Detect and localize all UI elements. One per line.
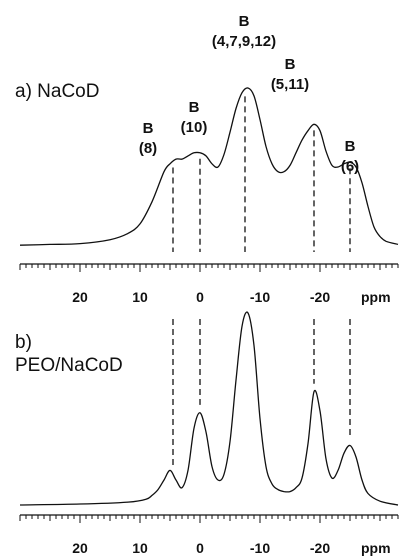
spectrum-a <box>19 87 399 246</box>
tick-label: 10 <box>132 289 148 305</box>
peak-label-element: B <box>239 13 250 30</box>
peak-label-sites: (10) <box>181 119 208 136</box>
axis-a-tick-labels: 20 10 0 -10 -20 <box>72 289 330 305</box>
axis-b-tick-labels: 20 10 0 -10 -20 <box>72 540 330 556</box>
panel-b: b) PEO/NaCoD 20 10 0 -10 -20 ppm <box>15 311 399 556</box>
peak-label-element: B <box>345 138 356 155</box>
axis-b-ticks <box>19 515 399 523</box>
tick-label: -20 <box>310 540 330 556</box>
peak-label-sites: (4,7,9,12) <box>212 33 276 50</box>
tick-label: -10 <box>250 540 270 556</box>
peak-label-sites: (8) <box>139 140 157 157</box>
axis-b-unit: ppm <box>361 540 391 556</box>
axis-a-unit: ppm <box>361 289 391 305</box>
peak-label-element: B <box>189 99 200 116</box>
panel-b-title-line-1: b) <box>15 332 32 353</box>
tick-label: 20 <box>72 540 88 556</box>
peak-label-sites: (6) <box>341 158 359 175</box>
tick-label: -10 <box>250 289 270 305</box>
peak-label-element: B <box>143 120 154 137</box>
tick-label: 20 <box>72 289 88 305</box>
panel-a-title: a) NaCoD <box>15 81 99 102</box>
peak-label-element: B <box>285 56 296 73</box>
peak-assignments: B (8) B (10) B (4,7,9,12) B (5,11) B (6) <box>139 13 359 175</box>
panel-b-title-line-2: PEO/NaCoD <box>15 355 123 376</box>
assignment-guide-lines <box>172 96 351 468</box>
peak-label-sites: (5,11) <box>271 76 309 93</box>
tick-label: 0 <box>196 540 204 556</box>
panel-a: a) NaCoD B (8) B (10) B (4,7,9,12) B (5,11) B (6)… <box>15 13 399 305</box>
tick-label: -20 <box>310 289 330 305</box>
tick-label: 10 <box>132 540 148 556</box>
axis-a-ticks <box>19 264 399 272</box>
spectrum-b <box>19 311 399 506</box>
tick-label: 0 <box>196 289 204 305</box>
